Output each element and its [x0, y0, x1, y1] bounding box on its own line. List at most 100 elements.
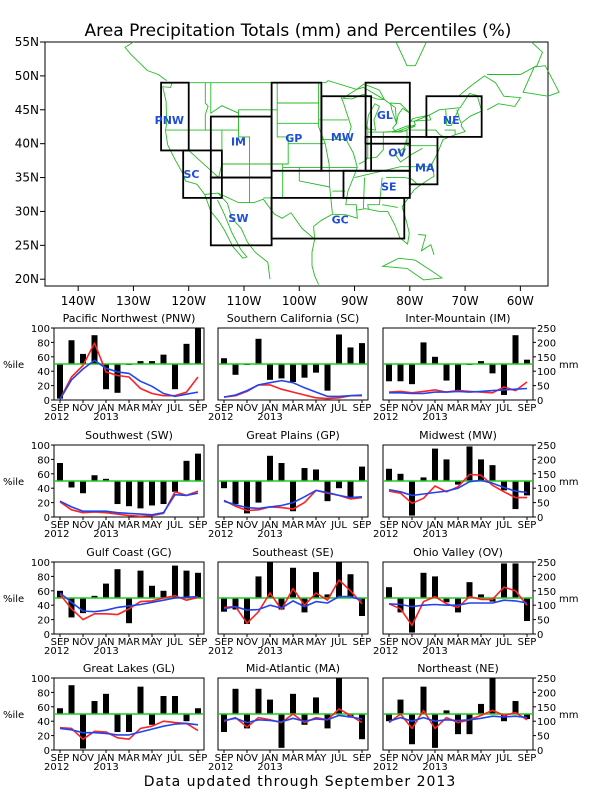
precip-bar — [172, 565, 178, 598]
precip-bar — [255, 481, 262, 503]
precip-bar — [501, 481, 507, 491]
newfoundland — [522, 65, 560, 97]
precip-bar — [278, 463, 285, 481]
year-label-start: 2012 — [44, 529, 69, 540]
map-title: Area Precipitation Totals (mm) and Perce… — [85, 21, 512, 41]
precip-bar — [91, 335, 98, 364]
year-label-mid: 2013 — [93, 412, 118, 423]
precip-bar — [149, 585, 155, 598]
region-box-ne — [425, 95, 483, 138]
precip-bar — [347, 481, 354, 499]
precip-bar — [397, 364, 404, 382]
panel-title: Ohio Valley (OV) — [413, 546, 503, 559]
precip-bar — [313, 572, 319, 598]
state-border-0 — [204, 82, 209, 131]
precip-bar — [126, 598, 132, 624]
month-label: NOV — [401, 520, 423, 531]
panel-title: Southwest (SW) — [85, 429, 173, 442]
precip-bar — [466, 714, 473, 735]
blue-series-line — [388, 599, 528, 608]
region-label-ma: MA — [415, 161, 435, 174]
precip-bar — [183, 343, 190, 364]
lake-huron — [389, 102, 411, 126]
mm-axis-label: mm — [559, 594, 578, 605]
precip-bar — [114, 569, 121, 598]
lat-tick-label: 50N — [15, 69, 39, 83]
month-label: MAR — [118, 520, 140, 531]
precip-bar — [160, 696, 167, 714]
pct-axis-label: %ile — [3, 594, 24, 605]
month-label: JUL — [166, 403, 183, 414]
blue-series-line — [223, 489, 363, 510]
precip-bar — [137, 361, 144, 364]
state-border-33 — [444, 129, 456, 135]
pct-tick-label: 40 — [37, 601, 50, 612]
month-label: SEP — [353, 403, 372, 414]
precip-bar — [359, 598, 365, 616]
region-box-gl — [364, 81, 411, 145]
panel-title: Southeast (SE) — [252, 546, 334, 559]
precip-bar — [244, 714, 250, 729]
precip-bar — [114, 714, 121, 732]
precip-bar — [501, 563, 507, 598]
region-label-gl: GL — [377, 109, 393, 122]
precip-bar — [195, 453, 201, 481]
panel-11: Mid-Atlantic (MA)SEP NOV JAN MAR MAY JUL SEP20… — [208, 662, 371, 770]
panel-title: Gulf Coast (GC) — [86, 546, 171, 559]
lake-erie — [391, 125, 416, 133]
month-label: JAN — [260, 403, 278, 414]
precip-bar — [91, 595, 98, 598]
month-label: MAY — [142, 753, 164, 764]
lon-tick-label: 80W — [396, 294, 423, 308]
month-label: JUL — [330, 637, 347, 648]
mm-tick-label: 0 — [537, 630, 543, 641]
precip-bar — [172, 364, 178, 390]
month-label: SEP — [215, 520, 234, 531]
precip-bar — [91, 701, 98, 714]
panel-5: Great Plains (GP)SEP NOV JAN MAR MAY JUL SEP20… — [208, 429, 371, 540]
mm-tick-label: 150 — [537, 703, 556, 714]
labrador — [487, 41, 544, 75]
precip-bar — [221, 714, 227, 732]
pct-tick-label: 80 — [37, 338, 50, 349]
month-label: NOV — [236, 753, 258, 764]
month-label: SEP — [189, 520, 208, 531]
month-label: MAY — [142, 403, 164, 414]
us-region-map: PNW SC IM SW GP MW GL OV SE GC MA NE 55N 50N 45N 40N 35N… — [15, 35, 560, 308]
panel-1: Pacific Northwest (PNW) 0 20 40 60 80 100 %ile S… — [3, 312, 207, 423]
precip-bar — [512, 701, 519, 714]
pct-tick-label: 20 — [37, 382, 50, 393]
month-label: NOV — [72, 520, 94, 531]
month-label: SEP — [380, 403, 399, 414]
figure-canvas: Area Precipitation Totals (mm) and Perce… — [3, 21, 578, 770]
month-label: MAR — [118, 637, 140, 648]
precip-bar — [232, 598, 239, 610]
month-label: MAR — [282, 403, 304, 414]
red-series-line — [388, 709, 528, 730]
lake-ontario — [410, 114, 432, 122]
precip-bar — [290, 481, 296, 512]
precip-bar — [232, 688, 239, 714]
pct-tick-label: 80 — [37, 455, 50, 466]
month-label: SEP — [51, 753, 70, 764]
lat-tick-label: 25N — [15, 238, 39, 252]
precip-bar — [80, 714, 86, 749]
precip-bar — [232, 364, 239, 375]
precip-bar — [336, 334, 342, 364]
blue-series-line — [59, 492, 199, 516]
month-label: SEP — [380, 520, 399, 531]
precip-bar — [221, 358, 227, 364]
month-label: SEP — [51, 403, 70, 414]
pct-tick-label: 20 — [37, 732, 50, 743]
year-label-start: 2012 — [44, 646, 69, 657]
year-label-mid: 2013 — [93, 529, 118, 540]
pct-tick-label: 80 — [37, 688, 50, 699]
panel-title: Midwest (MW) — [419, 429, 497, 442]
month-label: SEP — [215, 403, 234, 414]
panel-2: Southern California (SC)SEP NOV JAN MAR MAY J… — [208, 312, 371, 423]
precip-bar — [80, 353, 86, 364]
